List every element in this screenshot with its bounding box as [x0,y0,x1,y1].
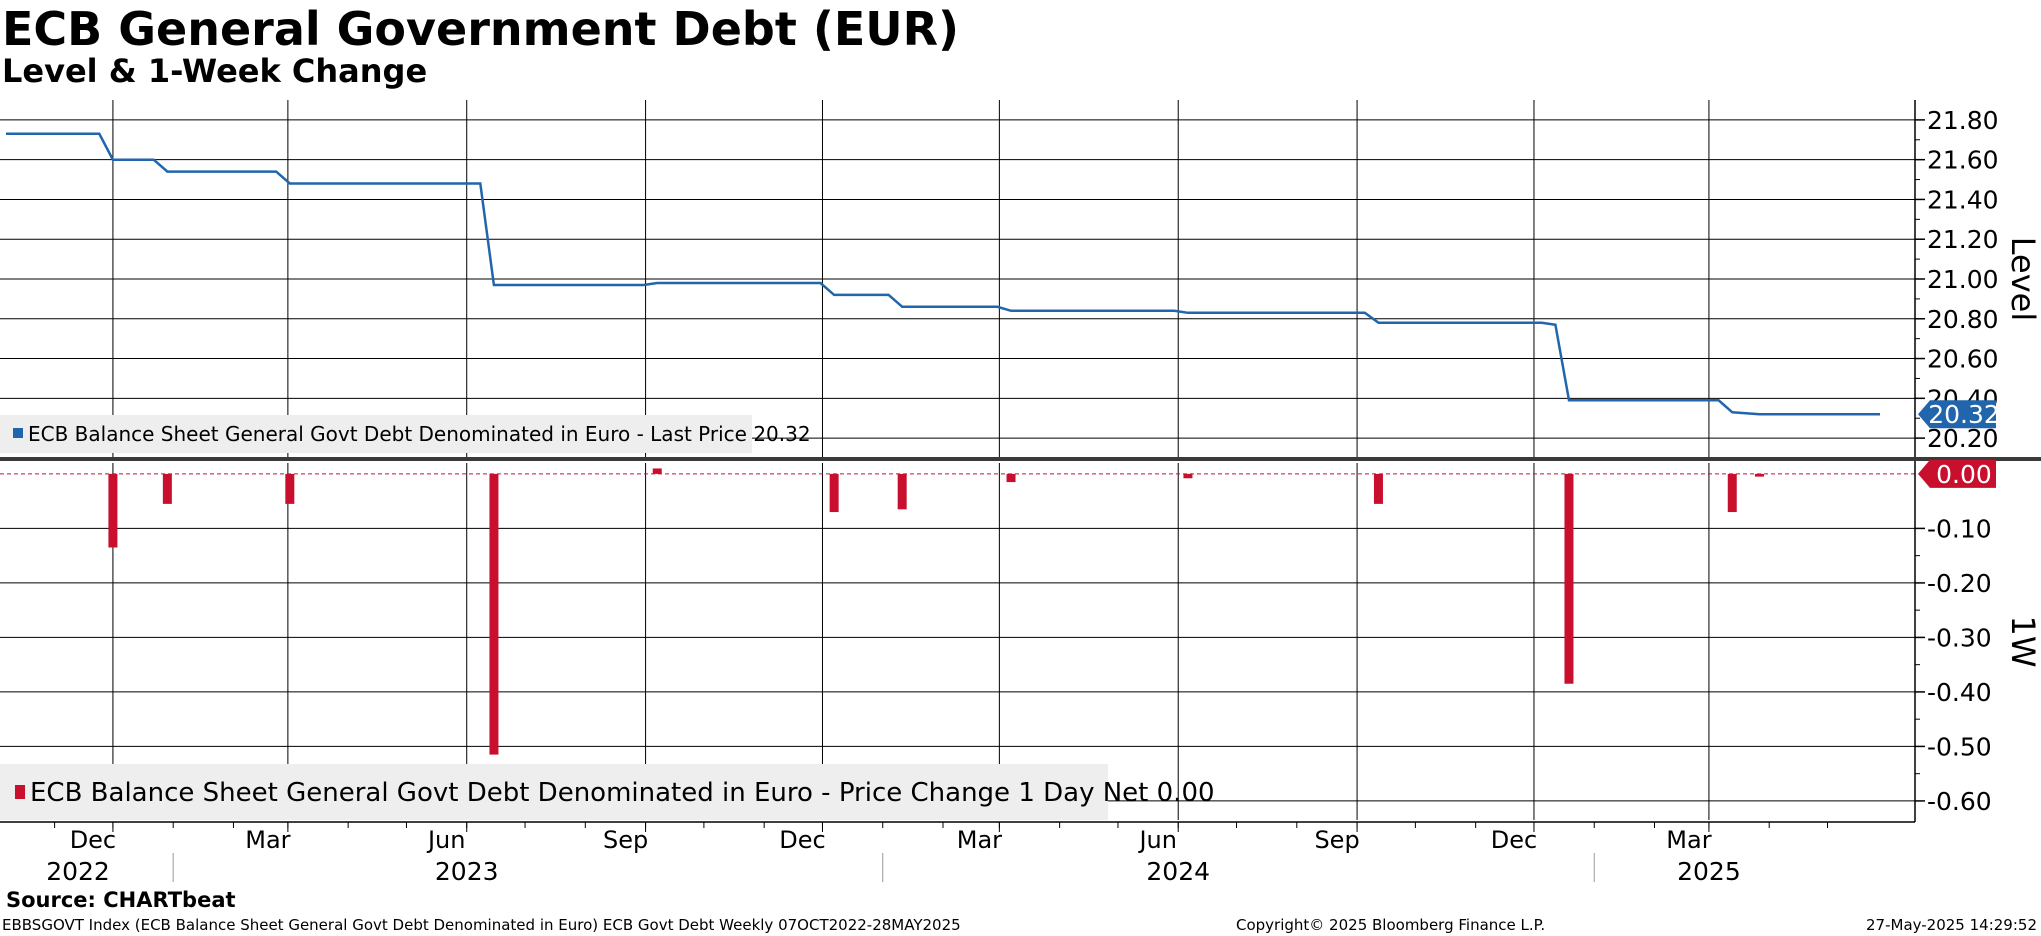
x-month-label: Jun [426,826,466,854]
y-tick-label: -0.10 [1927,514,1992,543]
level-series-line [6,132,1880,416]
x-month-label: Mar [957,826,1002,854]
last-value-tag [1918,459,1996,488]
legend-text: ECB Balance Sheet General Govt Debt Deno… [28,422,811,446]
x-month-label: Dec [779,826,825,854]
x-month-label: Dec [70,826,116,854]
x-month-label: Mar [245,826,290,854]
y-tick-label: -0.60 [1927,787,1992,816]
x-year-label: 2025 [1677,857,1741,886]
footer-copyright: Copyright© 2025 Bloomberg Finance L.P. [1236,916,1546,934]
change-bar [162,473,172,504]
change-bar [1754,473,1764,477]
y-tick-label: 21.80 [1927,106,1999,135]
y-axis-label: Level [2004,237,2041,321]
y-axis-label: 1W [2004,616,2041,668]
footer-timestamp: 27-May-2025 14:29:52 [1866,916,2037,934]
y-tick-label: 21.00 [1927,265,1999,294]
change-bar [1727,473,1737,513]
grid-layer [0,100,1915,820]
x-year-label: 2022 [46,857,110,886]
y-tick-label: 20.80 [1927,305,1999,334]
x-year-label: 2024 [1146,857,1210,886]
chart-subtitle: Level & 1-Week Change [2,52,428,90]
y-tick-label: 21.40 [1927,185,1999,214]
change-bar [652,468,662,474]
change-bar [1564,473,1574,684]
y-tick-label: 20.20 [1927,424,1999,453]
legend-text: ECB Balance Sheet General Govt Debt Deno… [30,778,1215,808]
x-month-label: Jun [1137,826,1177,854]
change-bar [108,473,118,548]
last-value-text: 20.32 [1928,400,2000,429]
x-month-label: Sep [603,826,648,854]
legend-swatch [15,785,25,799]
y-tick-label: -0.20 [1927,569,1992,598]
legend-box [0,764,1108,820]
x-month-label: Sep [1314,826,1359,854]
legend-swatch [13,428,23,438]
marks-layer [0,132,1915,755]
x-month-label: Dec [1491,826,1537,854]
axis-layer [0,100,2041,882]
chart-title: ECB General Government Debt (EUR) [2,2,960,56]
change-bar [1373,473,1383,504]
legend-box [0,415,752,453]
change-bar [1006,473,1016,483]
x-month-label: Mar [1666,826,1711,854]
panel-separator [0,457,2041,461]
y-tick-label: 20.60 [1927,345,1999,374]
y-tick-label: 21.20 [1927,225,1999,254]
y-tick-label: 21.60 [1927,146,1999,175]
footer-ticker-info: EBBSGOVT Index (ECB Balance Sheet Genera… [2,916,961,934]
change-bar [829,473,839,513]
change-bar [897,473,907,510]
y-tick-label: -0.40 [1927,678,1992,707]
x-year-label: 2023 [435,857,499,886]
last-value-text: 0.00 [1936,460,1992,489]
change-bar [285,473,295,504]
change-bar [489,473,499,755]
source-note: Source: CHARTbeat [6,888,236,912]
y-tick-label: -0.50 [1927,732,1992,761]
last-value-tag [1918,400,1996,429]
change-bar [1183,473,1193,479]
y-tick-label: -0.30 [1927,623,1992,652]
label-layer: Dec Mar Jun Sep Dec Mar Jun Sep Dec Mar 2022 2023 20… [0,106,2041,886]
